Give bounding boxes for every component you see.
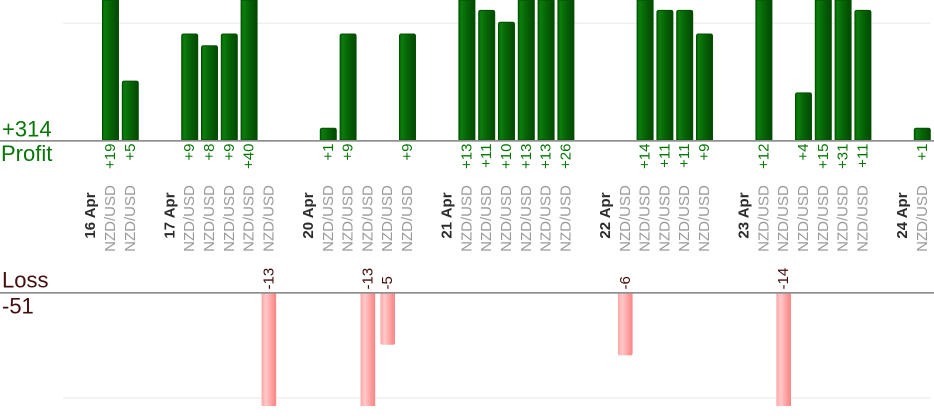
- svg-text:+9: +9: [696, 144, 713, 161]
- svg-text:+314: +314: [2, 116, 52, 141]
- svg-text:+1: +1: [914, 144, 931, 161]
- svg-text:+11: +11: [478, 144, 495, 168]
- svg-text:NZD/USD: NZD/USD: [775, 185, 792, 252]
- svg-text:NZD/USD: NZD/USD: [478, 185, 495, 252]
- svg-text:-6: -6: [617, 276, 634, 289]
- svg-text:-51: -51: [2, 294, 34, 319]
- svg-text:NZD/USD: NZD/USD: [102, 185, 119, 252]
- svg-text:NZD/USD: NZD/USD: [914, 185, 931, 252]
- svg-text:Profit: Profit: [1, 141, 52, 166]
- svg-text:NZD/USD: NZD/USD: [498, 185, 515, 252]
- svg-text:23 Apr: 23 Apr: [736, 192, 753, 238]
- svg-text:NZD/USD: NZD/USD: [656, 185, 673, 252]
- svg-text:-14: -14: [775, 268, 792, 290]
- svg-text:NZD/USD: NZD/USD: [241, 185, 258, 252]
- svg-text:NZD/USD: NZD/USD: [122, 185, 139, 252]
- svg-text:24 Apr: 24 Apr: [894, 192, 911, 238]
- svg-text:+31: +31: [835, 144, 852, 169]
- svg-text:NZD/USD: NZD/USD: [399, 185, 416, 252]
- svg-text:20 Apr: 20 Apr: [300, 192, 317, 238]
- svg-text:+1: +1: [320, 144, 337, 161]
- svg-text:+26: +26: [557, 144, 574, 169]
- svg-text:NZD/USD: NZD/USD: [815, 185, 832, 252]
- svg-text:NZD/USD: NZD/USD: [181, 185, 198, 252]
- svg-text:+12: +12: [755, 144, 772, 169]
- svg-text:16 Apr: 16 Apr: [82, 192, 99, 238]
- svg-text:NZD/USD: NZD/USD: [320, 185, 337, 252]
- svg-text:NZD/USD: NZD/USD: [676, 185, 693, 252]
- svg-text:+19: +19: [102, 144, 119, 169]
- svg-text:NZD/USD: NZD/USD: [340, 185, 357, 252]
- svg-text:+13: +13: [538, 144, 555, 169]
- svg-text:+11: +11: [854, 144, 871, 168]
- svg-text:NZD/USD: NZD/USD: [835, 185, 852, 252]
- svg-text:NZD/USD: NZD/USD: [458, 185, 475, 252]
- svg-text:NZD/USD: NZD/USD: [617, 185, 634, 252]
- svg-text:+5: +5: [122, 144, 139, 161]
- svg-text:NZD/USD: NZD/USD: [221, 185, 238, 252]
- svg-text:+11: +11: [656, 144, 673, 168]
- svg-text:NZD/USD: NZD/USD: [201, 185, 218, 252]
- svg-text:17 Apr: 17 Apr: [161, 192, 178, 238]
- svg-text:Loss: Loss: [2, 268, 48, 293]
- svg-text:NZD/USD: NZD/USD: [538, 185, 555, 252]
- svg-text:NZD/USD: NZD/USD: [755, 185, 772, 252]
- svg-text:+9: +9: [340, 144, 357, 161]
- svg-text:-13: -13: [359, 268, 376, 290]
- svg-text:+10: +10: [498, 144, 515, 169]
- svg-text:NZD/USD: NZD/USD: [795, 185, 812, 252]
- svg-text:NZD/USD: NZD/USD: [379, 185, 396, 252]
- svg-text:+8: +8: [201, 144, 218, 161]
- svg-text:NZD/USD: NZD/USD: [260, 185, 277, 252]
- svg-text:+15: +15: [815, 144, 832, 169]
- svg-text:-13: -13: [260, 268, 277, 290]
- svg-text:NZD/USD: NZD/USD: [557, 185, 574, 252]
- svg-text:+4: +4: [795, 144, 812, 161]
- svg-text:+9: +9: [221, 144, 238, 161]
- svg-text:22 Apr: 22 Apr: [597, 192, 614, 238]
- svg-text:+9: +9: [399, 144, 416, 161]
- svg-text:21 Apr: 21 Apr: [439, 192, 456, 238]
- svg-text:+11: +11: [676, 144, 693, 168]
- svg-text:+9: +9: [181, 144, 198, 161]
- svg-text:NZD/USD: NZD/USD: [518, 185, 535, 252]
- svg-text:+14: +14: [637, 144, 654, 169]
- svg-text:-5: -5: [379, 276, 396, 289]
- svg-text:NZD/USD: NZD/USD: [854, 185, 871, 252]
- svg-text:NZD/USD: NZD/USD: [637, 185, 654, 252]
- svg-text:+40: +40: [241, 144, 258, 169]
- svg-text:NZD/USD: NZD/USD: [359, 185, 376, 252]
- svg-text:+13: +13: [518, 144, 535, 169]
- svg-text:NZD/USD: NZD/USD: [696, 185, 713, 252]
- svg-text:+13: +13: [458, 144, 475, 169]
